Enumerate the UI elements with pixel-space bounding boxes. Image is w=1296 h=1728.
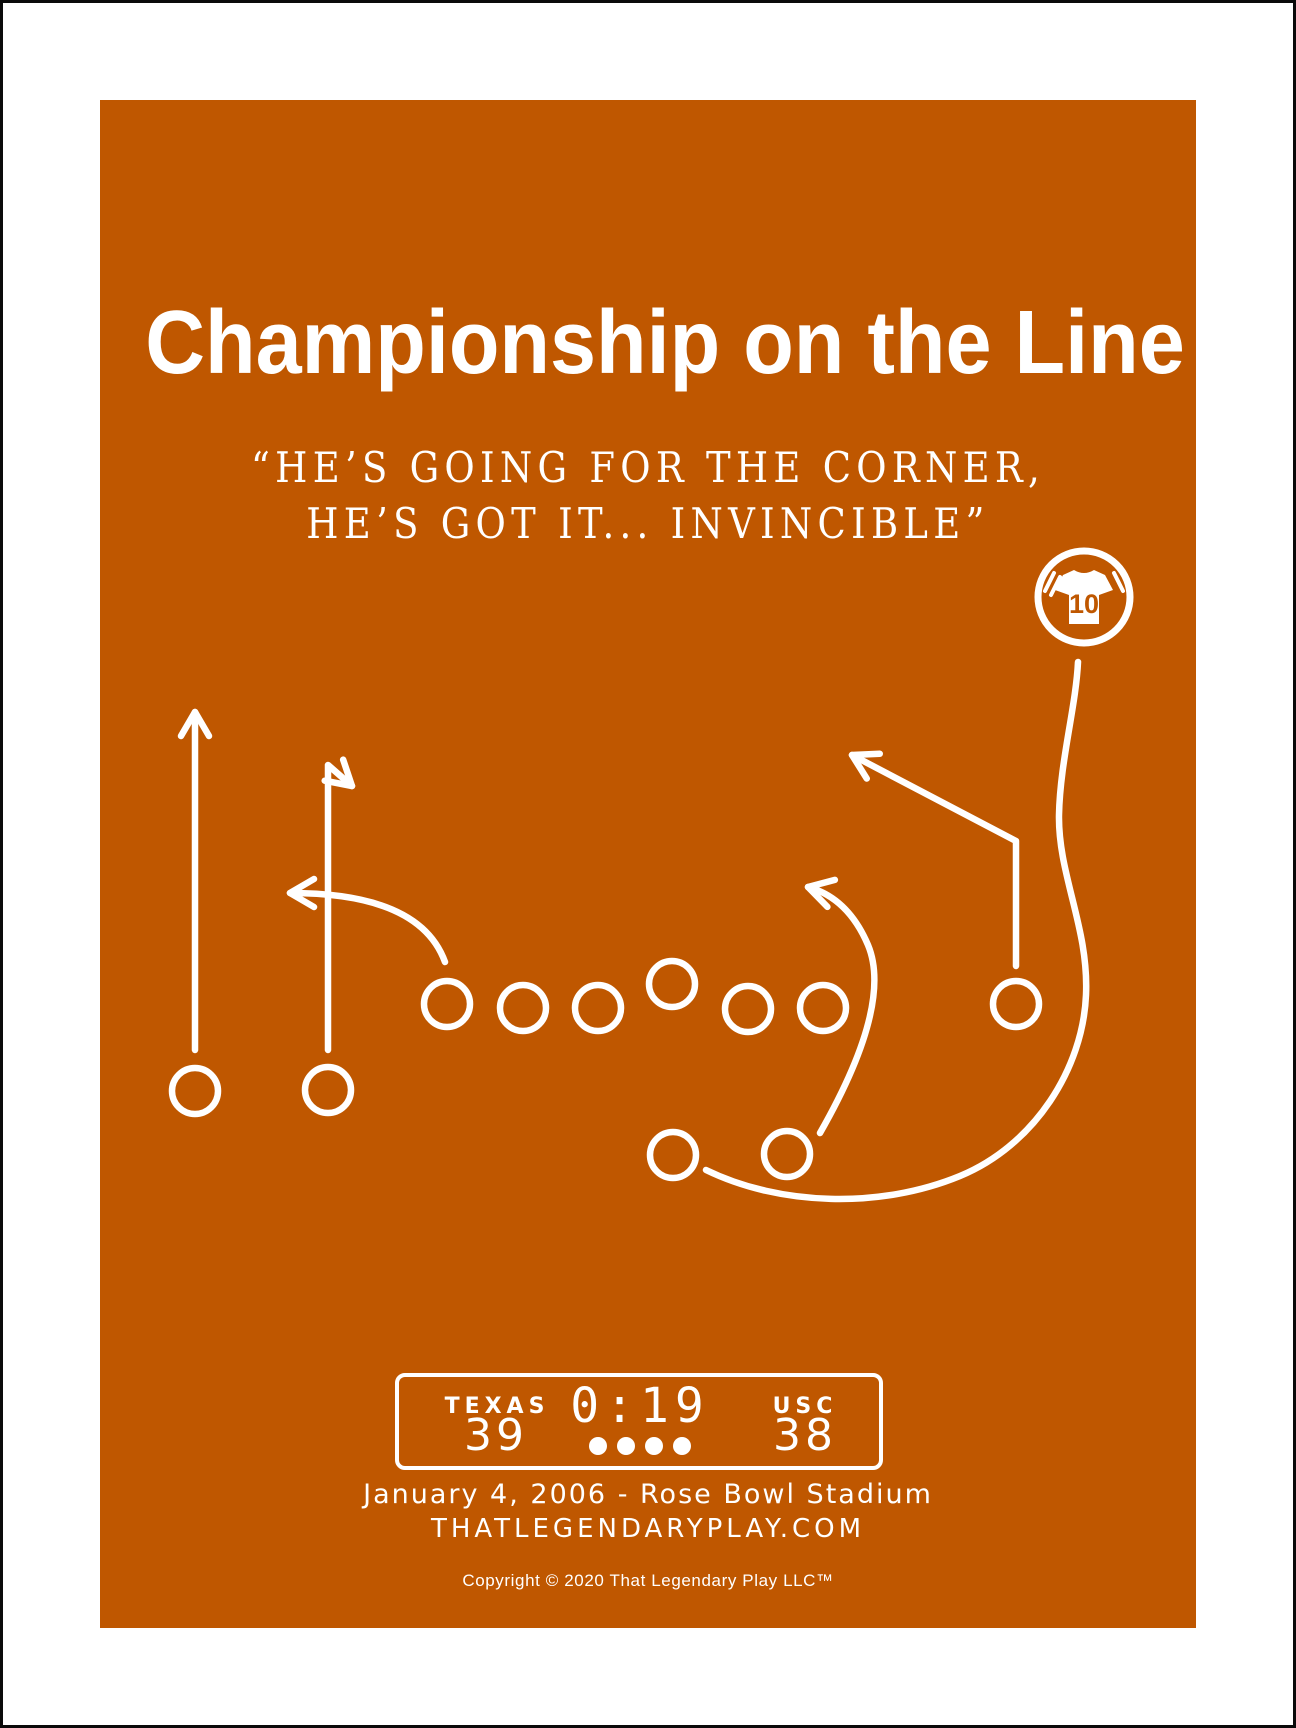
timeout-dot bbox=[673, 1437, 691, 1455]
route-pull-left bbox=[286, 875, 449, 966]
jersey-shirt bbox=[1055, 570, 1113, 624]
player-line-1 bbox=[420, 977, 474, 1031]
away-team-score: 38 bbox=[773, 1410, 837, 1461]
event-line: January 4, 2006 - Rose Bowl Stadium bbox=[363, 1479, 933, 1510]
route-post-right bbox=[848, 750, 1020, 970]
timeout-dot bbox=[617, 1437, 635, 1455]
poster-canvas: Championship on the Line “HE’S GOING FOR… bbox=[100, 100, 1196, 1628]
player-line-5 bbox=[796, 981, 850, 1035]
poster-title-row: Championship on the Line bbox=[100, 298, 1196, 388]
poster-title: Championship on the Line bbox=[145, 293, 1185, 393]
quote-block: “HE’S GOING FOR THE CORNER, HE’S GOT IT.… bbox=[166, 440, 1130, 552]
home-team-label: TEXAS bbox=[444, 1394, 550, 1419]
player-line-4 bbox=[721, 982, 775, 1036]
player-line-2 bbox=[496, 981, 550, 1035]
website-text: THATLEGENDARYPLAY.COM bbox=[430, 1514, 866, 1544]
timeout-dot bbox=[645, 1437, 663, 1455]
jersey-sleeve-stripes bbox=[1037, 567, 1131, 597]
player-flanker-left bbox=[301, 1063, 355, 1117]
player-back-2 bbox=[760, 1127, 814, 1181]
quote-line-1: “HE’S GOING FOR THE CORNER, bbox=[251, 443, 1045, 492]
jersey-number: 10 bbox=[1069, 589, 1099, 619]
jersey-icon: 10 bbox=[1034, 547, 1134, 647]
player-center bbox=[645, 957, 699, 1011]
route-qb-scramble bbox=[702, 658, 1090, 1203]
quote-line-2: HE’S GOT IT... INVINCIBLE” bbox=[306, 499, 990, 548]
route-swing-middle bbox=[804, 876, 878, 1137]
player-tight-end-right bbox=[989, 977, 1043, 1031]
copyright-line: Copyright © 2020 That Legendary Play LLC… bbox=[462, 1571, 834, 1590]
away-team-label: USC bbox=[772, 1394, 838, 1419]
player-line-3 bbox=[571, 981, 625, 1035]
player-split-end-left bbox=[168, 1064, 222, 1118]
timeout-dots bbox=[589, 1437, 691, 1455]
jersey-ring bbox=[1034, 547, 1134, 647]
home-team-score: 39 bbox=[464, 1410, 528, 1461]
route-flag-left bbox=[321, 756, 356, 1054]
player-back-1 bbox=[646, 1128, 700, 1182]
timeout-dot bbox=[589, 1437, 607, 1455]
scoreboard: TEXAS 39 0:19 USC 38 bbox=[395, 1373, 883, 1470]
game-clock: 0:19 bbox=[570, 1378, 710, 1434]
